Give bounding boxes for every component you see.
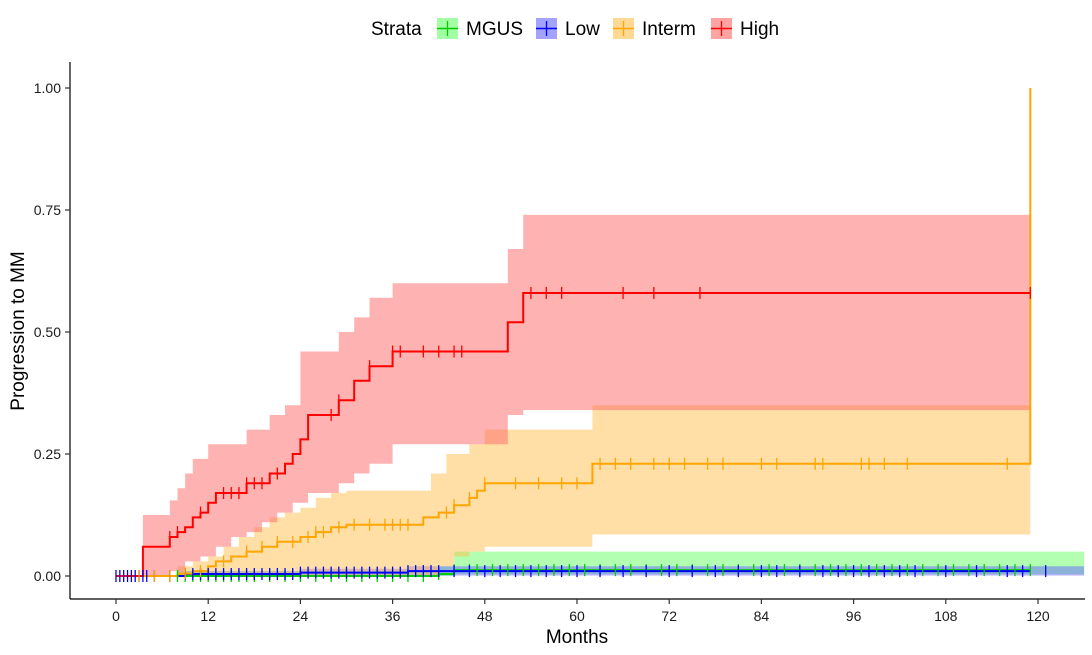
legend-label: Low <box>565 19 600 40</box>
y-ticks: 0.00 0.25 0.50 0.75 1.00 <box>34 80 70 584</box>
legend-label: Interm <box>642 19 696 40</box>
ci-band-interm <box>116 405 1031 576</box>
y-tick-label: 0.50 <box>34 324 61 340</box>
x-tick-label: 96 <box>846 608 862 624</box>
x-tick-label: 24 <box>293 608 309 624</box>
x-tick-label: 72 <box>661 608 677 624</box>
legend-title: Strata <box>371 19 422 40</box>
censor-marks <box>115 286 1047 582</box>
x-tick-label: 12 <box>200 608 216 624</box>
x-tick-label: 120 <box>1026 608 1050 624</box>
legend-item-interm: Interm <box>613 18 696 40</box>
legend: Strata MGUS Low Interm High <box>371 18 779 40</box>
x-tick-label: 84 <box>754 608 770 624</box>
legend-item-mgus: MGUS <box>437 18 523 40</box>
x-tick-label: 48 <box>477 608 493 624</box>
legend-label: High <box>740 19 779 40</box>
y-tick-label: 0.25 <box>34 446 61 462</box>
y-axis-title: Progression to MM <box>8 251 29 410</box>
ci-band-high <box>116 214 1031 576</box>
y-tick-label: 0.00 <box>34 568 61 584</box>
legend-label: MGUS <box>466 19 523 40</box>
x-ticks: 0 12 24 36 48 60 72 84 96 108 120 <box>112 599 1050 624</box>
legend-item-high: High <box>711 18 779 40</box>
y-tick-label: 1.00 <box>34 80 61 96</box>
x-axis-title: Months <box>546 627 608 648</box>
x-tick-label: 0 <box>112 608 120 624</box>
x-tick-label: 60 <box>569 608 585 624</box>
x-tick-label: 108 <box>934 608 958 624</box>
confidence-bands <box>116 214 1085 576</box>
y-tick-label: 0.75 <box>34 202 61 218</box>
legend-item-low: Low <box>536 18 600 40</box>
x-tick-label: 36 <box>385 608 401 624</box>
